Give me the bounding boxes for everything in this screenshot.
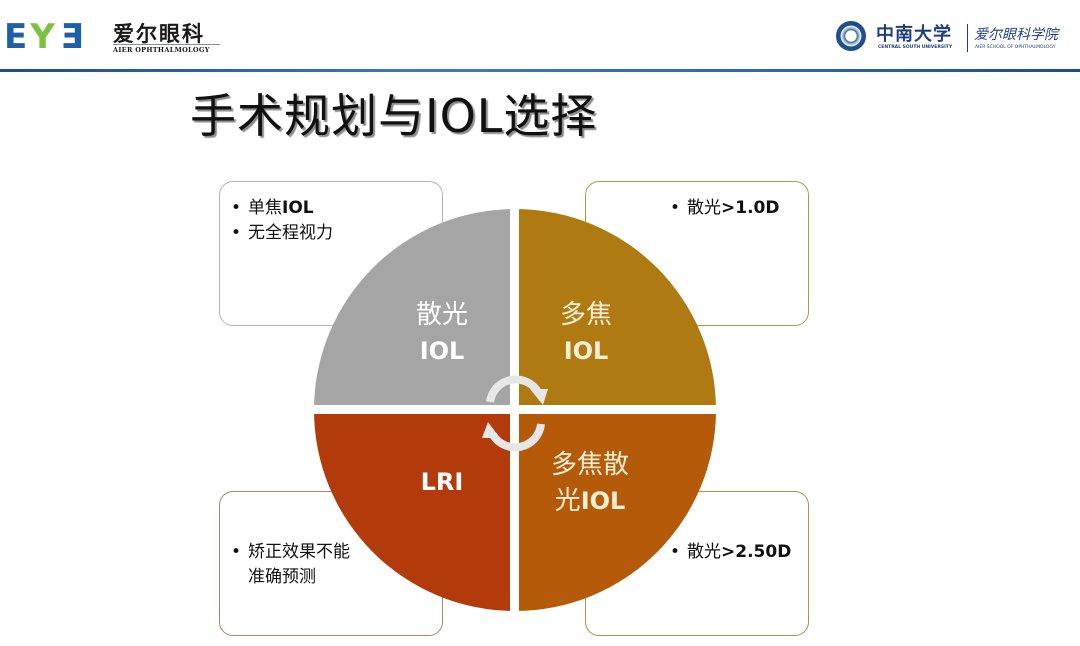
header-divider: [0, 69, 1080, 72]
quadrant-label-line: 散光: [415, 300, 468, 330]
logo-letter-e-mirrored: E: [57, 17, 85, 57]
quadrant-label-line: 光: [554, 486, 581, 516]
csu-name-cn: 中南大学: [876, 24, 952, 45]
callout-text: 散光: [687, 198, 721, 218]
aier-name-en: AIER OPHTHALMOLOGY: [113, 44, 220, 54]
aier-name-cn: 爱尔眼科: [113, 21, 205, 46]
quadrant-bottom-left: [314, 414, 510, 611]
csu-name-en: CENTRAL SOUTH UNIVERSITY: [878, 45, 953, 50]
slide-header: EYE 爱尔眼科 AIER OPHTHALMOLOGY 中南大学 CENTRAL…: [0, 0, 1080, 72]
quadrant-label-lri: LRI: [402, 464, 482, 500]
callout-list: 散光>2.50D: [670, 540, 791, 565]
quadrant-label-line: 多焦散: [550, 450, 629, 480]
callout-text: 无全程视力: [248, 223, 333, 243]
callout-text-bold: >1.0D: [721, 198, 780, 218]
callout-text-bold: >2.50D: [721, 542, 792, 562]
logo-letter-e: E: [4, 17, 31, 57]
quadrant-label-line: IOL: [580, 487, 626, 515]
circular-arrows-icon: [486, 375, 545, 452]
callout-text: 单焦: [248, 198, 282, 218]
iol-cycle-diagram: 散光 IOL 多焦 IOL LRI 多焦散 光IOL: [314, 209, 716, 611]
quadrant-label-multifocal-toric-iol: 多焦散 光IOL: [536, 447, 644, 519]
callout-item: 无全程视力: [231, 221, 333, 246]
aier-eye-logo: EYE: [4, 17, 85, 57]
callout-list: 单焦IOL 无全程视力: [231, 196, 333, 246]
callout-text-bold: IOL: [282, 198, 314, 218]
callout-item: 散光>2.50D: [670, 540, 791, 565]
quadrant-label-line: LRI: [420, 468, 464, 496]
quadrant-label-line: IOL: [419, 337, 465, 365]
callout-item: 散光>1.0D: [670, 196, 779, 221]
quadrant-label-toric-iol: 散光 IOL: [404, 297, 480, 369]
quadrant-circle: [314, 209, 716, 611]
quadrant-label-multifocal-iol: 多焦 IOL: [546, 297, 626, 369]
callout-list: 散光>1.0D: [670, 196, 779, 221]
callout-text: 矫正效果不能准确预测: [248, 542, 350, 587]
csu-emblem-icon: [836, 21, 866, 51]
slide-title: 手术规划与IOL选择: [190, 89, 598, 143]
quadrant-label-line: 多焦: [559, 300, 612, 330]
aier-school-name-en: AIER SCHOOL OF OPHTHALMOLOGY: [975, 45, 1056, 50]
callout-list: 矫正效果不能准确预测: [231, 540, 361, 590]
logo-letter-y: Y: [30, 17, 58, 57]
aier-school-name-cn: 爱尔眼科学院: [974, 27, 1058, 43]
quadrant-label-line: IOL: [563, 337, 609, 365]
callout-item: 矫正效果不能准确预测: [231, 540, 361, 590]
callout-item: 单焦IOL: [231, 196, 333, 221]
callout-text: 散光: [687, 542, 721, 562]
logo-divider: [967, 24, 968, 52]
